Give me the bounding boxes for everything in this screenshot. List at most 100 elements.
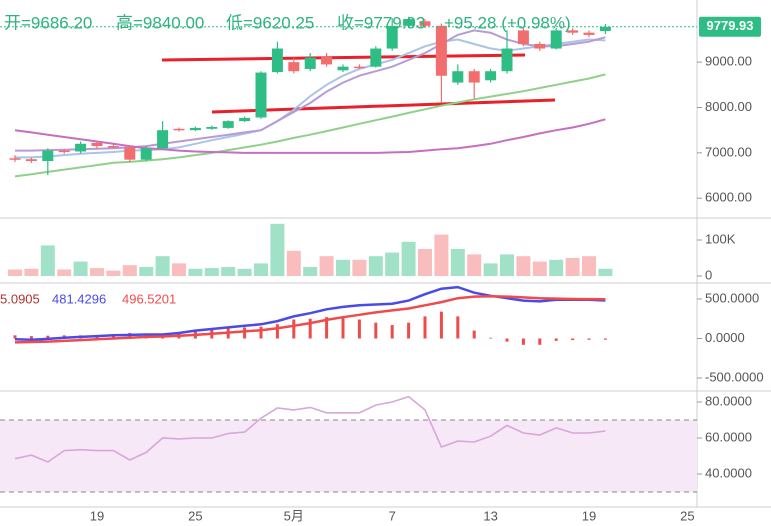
candle-body <box>583 32 595 35</box>
last-price-box <box>699 16 761 37</box>
volume-bar <box>270 223 285 276</box>
candle-body <box>255 72 267 118</box>
candle-body <box>222 121 234 128</box>
macd-histogram-bar <box>46 335 50 339</box>
volume-bar <box>221 266 236 276</box>
volume-bar <box>336 259 350 276</box>
y-tick-label: 40.0000 <box>705 465 752 480</box>
candle-body <box>321 56 333 65</box>
macd-legend: 481.4296 <box>52 291 106 306</box>
volume-bar <box>188 268 203 276</box>
volume-bar <box>500 254 514 276</box>
volume-bar <box>565 257 580 276</box>
candle-body <box>501 48 513 72</box>
y-tick-label: 0 <box>705 267 712 282</box>
ohlc-header: 开=9686.20 <box>4 13 92 32</box>
candle-body <box>534 43 546 49</box>
candle-body <box>386 25 398 49</box>
volume-bar <box>401 241 416 276</box>
macd-histogram-bar <box>29 336 33 339</box>
candle-body <box>206 127 218 129</box>
x-tick-label: 25 <box>680 508 694 523</box>
candle-body <box>517 30 529 44</box>
candle-body <box>239 117 251 122</box>
rsi-line <box>14 395 606 463</box>
y-tick-label: 500.0000 <box>705 290 759 305</box>
candle-body <box>435 25 447 76</box>
macd-histogram-bar <box>456 316 460 339</box>
y-tick-label: 60.0000 <box>705 429 752 444</box>
volume-bar <box>434 234 449 276</box>
macd-histogram-bar <box>571 338 575 341</box>
ohlc-header: +95.28 (+0.98%) <box>444 13 571 32</box>
volume-bar <box>73 261 88 276</box>
macd-histogram-bar <box>390 325 394 339</box>
candle-body <box>304 57 316 69</box>
macd-legend: 496.5201 <box>122 291 176 306</box>
volume-bar <box>532 261 547 276</box>
candle-body <box>124 147 136 160</box>
volume-bar <box>418 248 432 276</box>
trend-line <box>211 98 556 114</box>
macd-histogram-bar <box>111 335 115 339</box>
volume-bar <box>319 256 334 276</box>
macd-histogram-bar <box>374 322 378 339</box>
candle-body <box>25 159 37 162</box>
volume-bar <box>155 256 170 276</box>
candle-body <box>107 146 119 148</box>
macd-histogram-bar <box>308 318 312 339</box>
volume-bar <box>598 268 613 276</box>
y-tick-label: 80.0000 <box>705 393 752 408</box>
macd-histogram-bar <box>423 316 427 339</box>
y-tick-label: 100K <box>705 231 736 246</box>
x-tick-label: 19 <box>90 508 104 523</box>
volume-bar <box>385 252 400 276</box>
volume-bar <box>57 269 72 276</box>
volume-bar <box>8 269 22 276</box>
volume-bar <box>549 259 564 276</box>
x-tick-label: 5月 <box>284 508 304 523</box>
candle-body <box>468 71 480 83</box>
macd-histogram-bar <box>357 319 361 339</box>
volume-bar <box>516 256 531 276</box>
y-tick-label: 8000.00 <box>705 99 752 114</box>
candle-body <box>157 130 169 149</box>
macd-histogram-bar <box>243 327 247 339</box>
candle-body <box>173 128 185 131</box>
volume-bar <box>122 265 137 276</box>
macd-histogram-bar <box>505 338 509 342</box>
macd-histogram-bar <box>521 338 525 345</box>
rsi-band <box>0 420 697 493</box>
candle-body <box>419 21 431 26</box>
candle-body <box>9 158 21 160</box>
y-tick-label: 0.0000 <box>705 330 745 345</box>
volume-bar <box>90 268 104 276</box>
macd-histogram-bar <box>259 326 263 339</box>
macd-histogram-bar <box>292 319 296 339</box>
volume-bar <box>483 263 498 276</box>
candle-body <box>189 127 201 131</box>
volume-bar <box>24 268 39 276</box>
ohlc-header: 低=9620.25 <box>226 13 314 32</box>
volume-bar <box>582 256 596 276</box>
x-tick-label: 13 <box>483 508 497 523</box>
macd-histogram-bar <box>325 317 329 339</box>
last-price-label: 9779.93 <box>707 18 754 33</box>
volume-bar <box>106 270 121 276</box>
volume-bar <box>368 256 383 276</box>
candle-body <box>567 30 579 33</box>
candle-body <box>452 71 464 83</box>
volume-bar <box>254 263 268 276</box>
volume-bar <box>467 254 482 276</box>
candle-body <box>42 150 54 162</box>
candle-body <box>75 143 87 152</box>
volume-bar <box>139 266 154 276</box>
y-tick-label: 9000.00 <box>705 54 752 69</box>
y-tick-label: -500.0000 <box>705 369 764 384</box>
candle-body <box>58 150 70 153</box>
macd-histogram-bar <box>538 338 542 345</box>
candle-body <box>599 26 611 32</box>
volume-bar <box>172 263 186 276</box>
y-tick-label: 6000.00 <box>705 190 752 205</box>
